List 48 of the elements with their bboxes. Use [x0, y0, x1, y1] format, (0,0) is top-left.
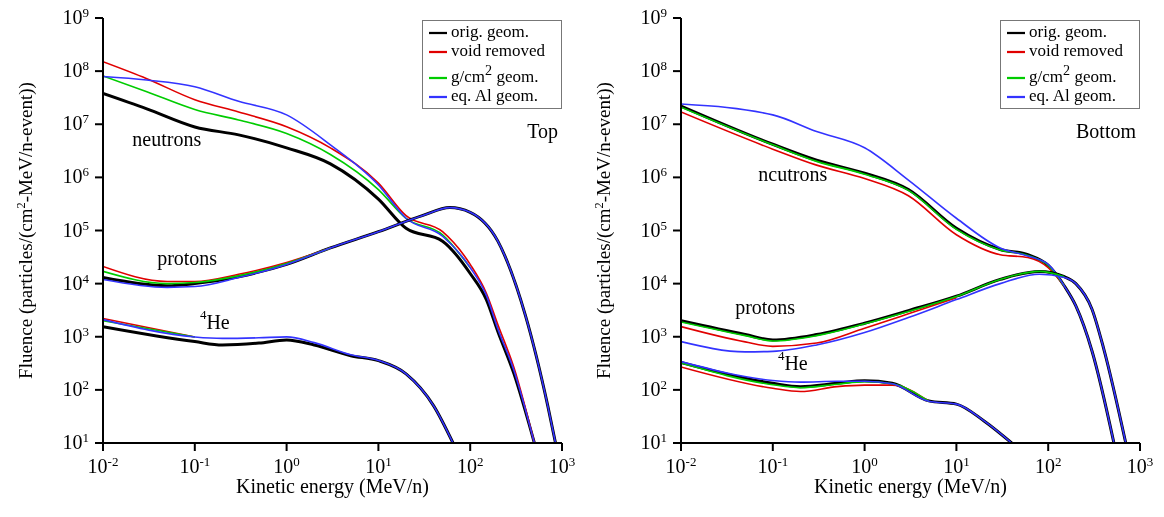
x-tick-label: 10$^{3}$ [1126, 453, 1154, 477]
x-tick-label: 10$^{1}$ [943, 453, 970, 477]
y-tick-label: 10$^{2}$ [62, 376, 89, 400]
annotation: $^{4}$He [777, 348, 808, 374]
y-tick-label: 10$^{9}$ [640, 4, 667, 28]
y-tick-label: 10$^{6}$ [62, 163, 90, 188]
legend-label: g/cm$^{2}$ geom. [1029, 62, 1117, 86]
legend-label: eq. Al geom. [1029, 85, 1116, 105]
annotation: protons [157, 246, 218, 270]
y-tick-label: 10$^{2}$ [640, 376, 667, 400]
x-axis-title: Kinetic energy (MeV/n) [814, 475, 1007, 498]
y-tick-label: 10$^{4}$ [62, 270, 90, 294]
y-tick-label: 10$^{6}$ [640, 163, 668, 188]
legend-label: orig. geom. [1029, 22, 1107, 41]
annotation: Bottom [1075, 120, 1136, 143]
x-tick-label: 10$^{2}$ [1034, 453, 1062, 477]
y-tick-label: 10$^{1}$ [62, 429, 89, 453]
annotation: neutrons [132, 127, 202, 150]
y-tick-label: 10$^{8}$ [640, 57, 667, 82]
x-tick-label: 10$^{-1}$ [757, 453, 789, 477]
y-tick-label: 10$^{8}$ [62, 57, 89, 82]
y-tick-label: 10$^{1}$ [640, 429, 667, 453]
x-axis-title: Kinetic energy (MeV/n) [236, 475, 429, 498]
y-tick-label: 10$^{4}$ [640, 270, 668, 294]
legend-label: void removed [1029, 41, 1123, 61]
x-tick-label: 10$^{-1}$ [179, 453, 211, 477]
y-tick-label: 10$^{3}$ [62, 323, 89, 347]
x-tick-label: 10$^{3}$ [548, 453, 576, 477]
y-tick-label: 10$^{5}$ [62, 217, 89, 241]
annotation: $^{4}$He [199, 307, 230, 333]
y-tick-label: 10$^{7}$ [640, 110, 668, 135]
legend-label: orig. geom. [451, 22, 529, 41]
x-tick-label: 10$^{0}$ [851, 453, 878, 477]
legend-label: g/cm$^{2}$ geom. [451, 62, 539, 86]
x-tick-label: 10$^{1}$ [365, 453, 392, 477]
x-tick-label: 10$^{-2}$ [87, 453, 119, 477]
annotation: ncutrons [758, 162, 828, 185]
y-tick-label: 10$^{5}$ [640, 217, 667, 241]
x-tick-label: 10$^{0}$ [273, 453, 300, 477]
y-tick-label: 10$^{9}$ [62, 4, 89, 28]
x-tick-label: 10$^{-2}$ [665, 453, 697, 477]
y-tick-label: 10$^{3}$ [640, 323, 667, 347]
y-tick-label: 10$^{7}$ [62, 110, 90, 135]
annotation: Top [527, 120, 558, 143]
x-tick-label: 10$^{2}$ [456, 453, 484, 477]
legend-label: void removed [451, 41, 545, 61]
annotation: protons [735, 295, 796, 319]
legend-label: eq. Al geom. [451, 85, 538, 105]
